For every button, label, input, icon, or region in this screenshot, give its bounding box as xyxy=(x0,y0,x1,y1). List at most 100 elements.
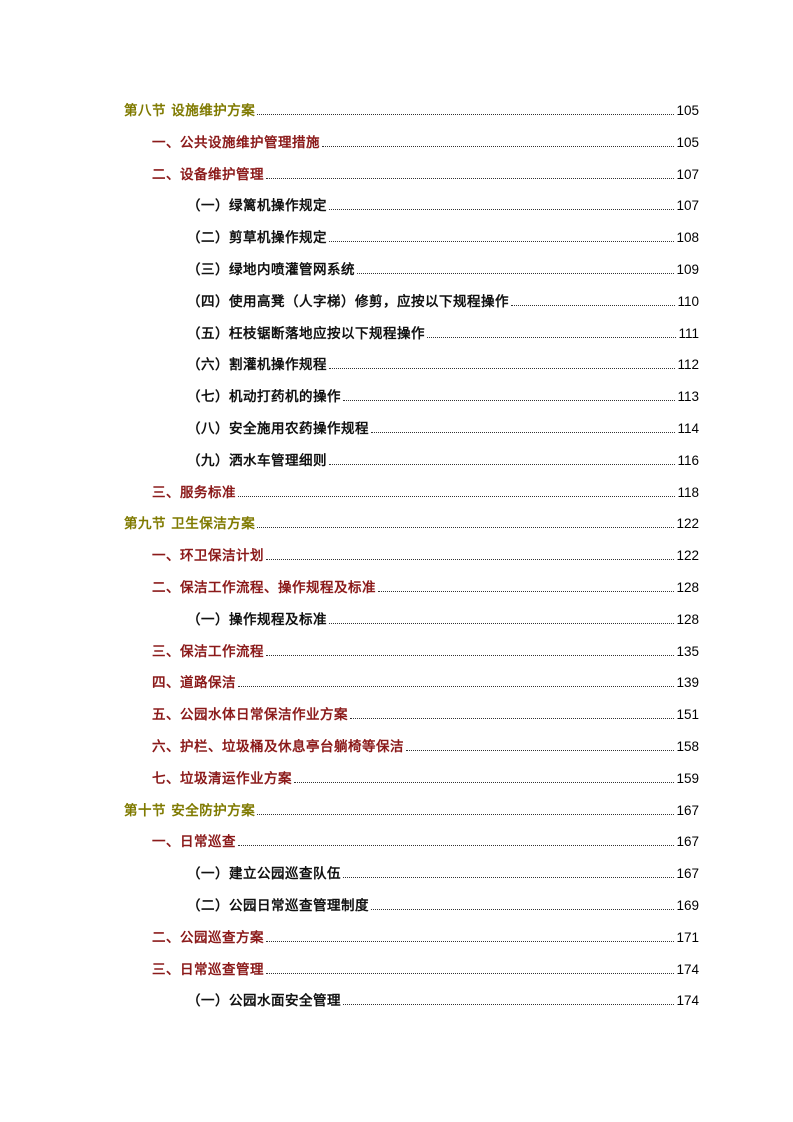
toc-entry[interactable]: 二、公园巡查方案 171 xyxy=(0,927,699,947)
toc-entry-title: 三、日常巡查管理 xyxy=(152,961,264,978)
toc-entry[interactable]: （二）剪草机操作规定 108 xyxy=(0,227,699,247)
dot-leader xyxy=(238,495,676,497)
toc-entry-page: 167 xyxy=(676,802,699,818)
toc-entry[interactable]: 三、日常巡查管理 174 xyxy=(0,959,699,979)
toc-entry-page: 122 xyxy=(676,516,699,532)
dot-leader xyxy=(350,718,675,720)
dot-leader xyxy=(329,241,675,243)
toc-entry[interactable]: 六、护栏、垃圾桶及休息亭台躺椅等保洁 158 xyxy=(0,736,699,756)
toc-entry[interactable]: （一）公园水面安全管理 174 xyxy=(0,990,699,1010)
toc-entry[interactable]: 第十节 安全防护方案 167 xyxy=(0,800,699,820)
toc-entry-title: 三、保洁工作流程 xyxy=(152,643,264,660)
toc-entry-title: （九）洒水车管理细则 xyxy=(187,452,327,469)
toc-entry-title: 七、垃圾清运作业方案 xyxy=(152,770,292,787)
dot-leader xyxy=(343,877,675,879)
toc-entry-page: 114 xyxy=(677,421,699,436)
dot-leader xyxy=(238,686,675,688)
toc-entry[interactable]: （一）操作规程及标准 128 xyxy=(0,609,699,629)
toc-entry-title: 五、公园水体日常保洁作业方案 xyxy=(152,707,348,724)
toc-entry-page: 171 xyxy=(676,929,699,945)
dot-leader xyxy=(371,432,676,433)
toc-entry[interactable]: 一、日常巡查 167 xyxy=(0,831,699,851)
toc-entry-title: （一）建立公园巡查队伍 xyxy=(187,866,341,883)
toc-entry[interactable]: 三、服务标准 118 xyxy=(0,482,699,502)
dot-leader xyxy=(238,845,675,847)
toc-entry-page: 105 xyxy=(676,134,699,150)
dot-leader xyxy=(257,527,675,529)
toc-entry[interactable]: （九）洒水车管理细则 116 xyxy=(0,450,699,470)
toc-entry[interactable]: 三、保洁工作流程 135 xyxy=(0,641,699,661)
toc-entry-title: （六）割灌机操作规程 xyxy=(187,357,327,374)
toc-entry-page: 174 xyxy=(676,993,699,1009)
toc-entry-title: 二、保洁工作流程、操作规程及标准 xyxy=(152,580,376,596)
toc-entry-title: 三、服务标准 xyxy=(152,484,236,501)
toc-entry-title: （八）安全施用农药操作规程 xyxy=(187,421,369,437)
toc-entry-title: 第十节 安全防护方案 xyxy=(124,802,256,819)
toc-entry[interactable]: 二、设备维护管理 107 xyxy=(0,164,699,184)
toc-entry-page: 139 xyxy=(676,675,699,691)
toc-entry[interactable]: （三）绿地内喷灌管网系统 109 xyxy=(0,259,699,279)
toc-entry-title: 二、公园巡查方案 xyxy=(152,929,264,946)
toc-entry[interactable]: （八）安全施用农药操作规程 114 xyxy=(0,418,699,438)
dot-leader xyxy=(343,1004,675,1006)
toc-entry[interactable]: （六）割灌机操作规程 112 xyxy=(0,354,699,374)
toc-entry[interactable]: 二、保洁工作流程、操作规程及标准 128 xyxy=(0,577,699,597)
dot-leader xyxy=(357,273,675,274)
toc-entry-page: 112 xyxy=(677,357,699,373)
toc-entry[interactable]: 第八节 设施维护方案 105 xyxy=(0,100,699,120)
toc-entry-title: 第八节 设施维护方案 xyxy=(124,103,256,119)
toc-entry-title: （一）绿篱机操作规定 xyxy=(187,198,327,215)
toc-entry[interactable]: 七、垃圾清运作业方案 159 xyxy=(0,768,699,788)
toc-entry-title: 四、道路保洁 xyxy=(152,675,236,692)
toc-entry[interactable]: 四、道路保洁 139 xyxy=(0,672,699,692)
dot-leader xyxy=(257,813,675,815)
toc-entry-page: 158 xyxy=(676,739,699,754)
toc-entry[interactable]: （四）使用高凳（人字梯）修剪，应按以下规程操作 110 xyxy=(0,291,699,311)
dot-leader xyxy=(266,559,675,561)
toc-entry-page: 151 xyxy=(676,707,699,723)
toc-entry-page: 107 xyxy=(676,198,699,214)
toc-entry-title: （七）机动打药机的操作 xyxy=(187,389,341,406)
toc-entry-page: 113 xyxy=(677,389,699,405)
toc-entry-title: （一）公园水面安全管理 xyxy=(187,993,341,1010)
toc-entry-page: 169 xyxy=(676,898,699,913)
dot-leader xyxy=(343,400,676,402)
toc-entry-page: 110 xyxy=(677,293,699,309)
toc-entry[interactable]: （一）绿篱机操作规定 107 xyxy=(0,195,699,215)
toc-entry[interactable]: 第九节 卫生保洁方案 122 xyxy=(0,513,699,533)
dot-leader xyxy=(294,781,675,783)
dot-leader xyxy=(329,463,676,465)
toc-entry[interactable]: （七）机动打药机的操作 113 xyxy=(0,386,699,406)
toc-entry-title: 一、日常巡查 xyxy=(152,834,236,851)
toc-entry-page: 118 xyxy=(677,484,699,500)
toc-entry[interactable]: （二）公园日常巡查管理制度 169 xyxy=(0,895,699,915)
toc-entry-title: （三）绿地内喷灌管网系统 xyxy=(187,262,355,278)
toc-entry-page: 159 xyxy=(676,770,699,786)
toc-entry-title: 二、设备维护管理 xyxy=(152,166,264,183)
dot-leader xyxy=(257,114,675,115)
dot-leader xyxy=(266,177,675,179)
toc-entry-title: （四）使用高凳（人字梯）修剪，应按以下规程操作 xyxy=(187,293,509,310)
toc-entry-page: 135 xyxy=(676,643,699,659)
toc-entry-page: 116 xyxy=(677,452,699,468)
dot-leader xyxy=(378,591,675,592)
dot-leader xyxy=(266,972,675,974)
dot-leader xyxy=(329,622,675,624)
toc-entry-title: 一、环卫保洁计划 xyxy=(152,548,264,565)
dot-leader xyxy=(266,654,675,656)
toc-entry[interactable]: （五）枉枝锯断落地应按以下规程操作 111 xyxy=(0,323,699,343)
dot-leader xyxy=(329,209,675,211)
dot-leader xyxy=(427,336,677,338)
toc-entry[interactable]: 五、公园水体日常保洁作业方案 151 xyxy=(0,704,699,724)
toc-entry[interactable]: 一、公共设施维护管理措施 105 xyxy=(0,132,699,152)
toc-entry-title: （一）操作规程及标准 xyxy=(187,611,327,628)
dot-leader xyxy=(322,145,675,147)
toc-entry[interactable]: 一、环卫保洁计划 122 xyxy=(0,545,699,565)
dot-leader xyxy=(371,909,675,910)
toc-entry-title: （二）公园日常巡查管理制度 xyxy=(187,898,369,914)
toc-entry-page: 109 xyxy=(676,262,699,277)
toc-entry-page: 167 xyxy=(676,866,699,882)
toc-entry-page: 174 xyxy=(676,961,699,977)
toc-entry[interactable]: （一）建立公园巡查队伍 167 xyxy=(0,863,699,883)
toc-entry-page: 105 xyxy=(676,103,699,118)
